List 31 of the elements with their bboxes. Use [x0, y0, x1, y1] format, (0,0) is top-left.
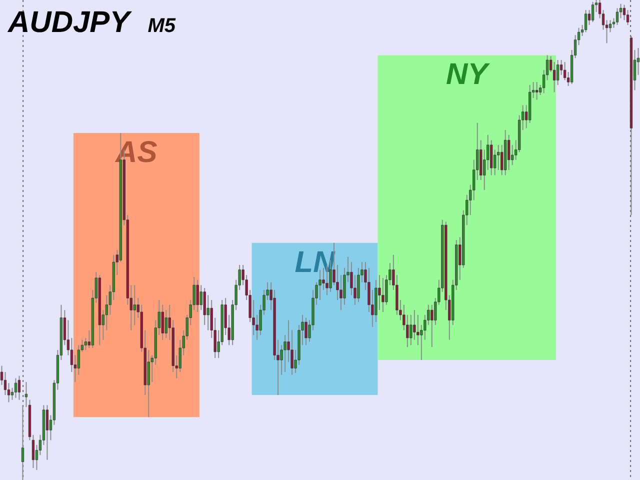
- candlestick: [284, 334, 286, 372]
- candlestick: [622, 4, 626, 21]
- candlestick: [206, 294, 210, 331]
- candlestick: [430, 304, 434, 348]
- candlestick: [382, 277, 384, 312]
- chart-title: AUDJPY: [7, 6, 133, 39]
- candlestick: [200, 284, 202, 311]
- candlestick: [410, 314, 412, 346]
- candlestick: [500, 144, 504, 176]
- text: M5: [148, 15, 176, 37]
- candlestick: [147, 349, 150, 418]
- candlestick: [591, 1, 594, 23]
- candlestick: [84, 337, 87, 350]
- candlestick: [21, 404, 24, 480]
- annotation: NY: [446, 58, 491, 92]
- candlestick: [616, 8, 619, 26]
- candlestick: [18, 375, 21, 400]
- candlestick: [7, 382, 10, 403]
- candlestick: [584, 10, 588, 33]
- candlestick: [133, 284, 136, 326]
- candlestick: [511, 144, 514, 166]
- candlestick: [24, 382, 28, 408]
- candlestick: [14, 378, 18, 398]
- candlestick: [161, 304, 164, 340]
- candlestick: [304, 317, 308, 346]
- candlestick: [536, 82, 538, 100]
- candlestick: [196, 279, 199, 312]
- candlestick: [378, 274, 381, 311]
- candlestick: [416, 314, 420, 346]
- candlestick: [508, 134, 510, 170]
- candlestick: [46, 404, 49, 460]
